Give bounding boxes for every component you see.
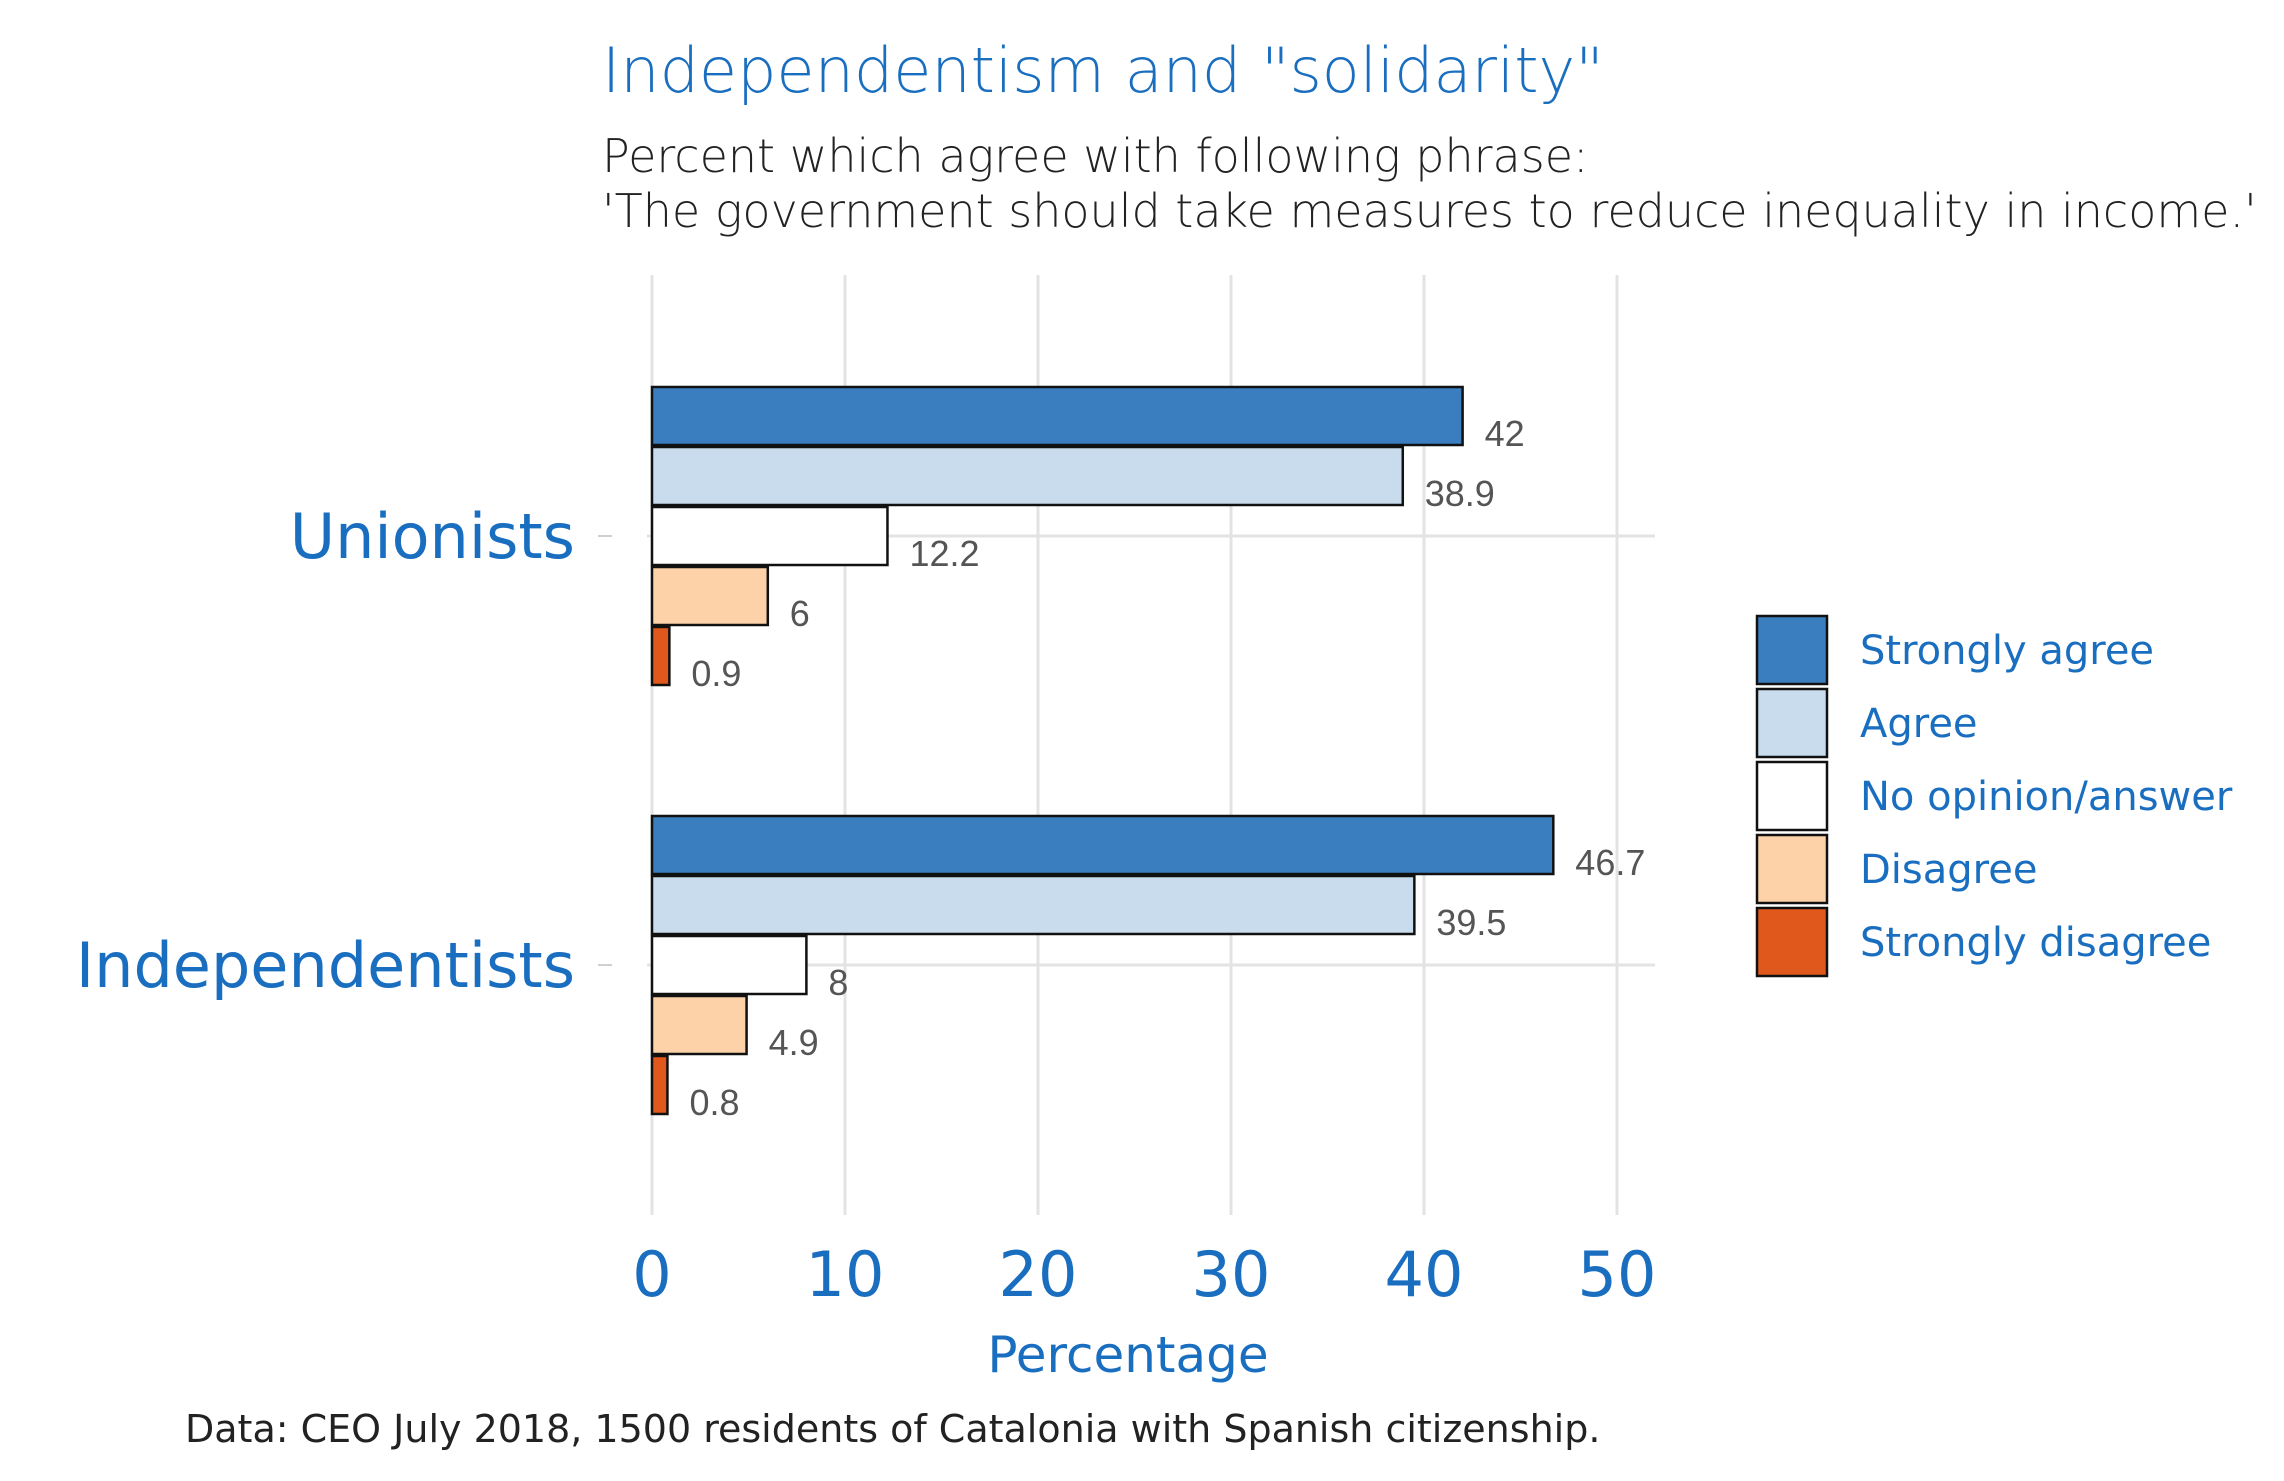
legend-label: Disagree [1860, 847, 2037, 893]
category-label: Independentists [76, 929, 575, 1002]
legend-swatch [1755, 614, 1829, 686]
x-tick-label: 40 [1385, 1238, 1464, 1311]
x-tick-label: 20 [999, 1238, 1078, 1311]
value-labels: 42 38.9 12.2 6 0.9 46.7 39.5 84.9 0.8 [689, 413, 1645, 1123]
chart-caption: Data: CEO July 2018, 1500 residents of C… [185, 1407, 1600, 1451]
data-label: 42 [1485, 413, 1525, 454]
legend: Strongly agree Agree No opinion/answer Disa… [1755, 614, 2233, 978]
bar [650, 445, 1405, 507]
bar [650, 814, 1555, 876]
chart-subtitle-line2: 'The government should take measures to … [602, 184, 2257, 238]
chart-subtitle-line1: Percent which agree with following phras… [602, 129, 1589, 183]
x-axis-title: Percentage [987, 1326, 1268, 1384]
bar [650, 994, 748, 1056]
x-tick-label: 50 [1578, 1238, 1657, 1311]
legend-swatch [1755, 760, 1829, 832]
legend-label: Strongly agree [1860, 628, 2154, 674]
data-label: 39.5 [1436, 902, 1506, 943]
data-label: 6 [790, 593, 810, 634]
data-label: 38.9 [1425, 473, 1495, 514]
bars [650, 385, 1555, 1116]
x-tick-label: 10 [806, 1238, 885, 1311]
data-label: 0.8 [689, 1082, 739, 1123]
data-label: 8 [828, 962, 848, 1003]
bar [650, 874, 1416, 936]
x-tick-labels: 0 10 20 30 40 50 [632, 1238, 1656, 1311]
bar [650, 565, 770, 627]
data-label: 12.2 [909, 533, 979, 574]
legend-label: Agree [1860, 701, 1978, 747]
legend-swatch [1755, 906, 1829, 978]
legend-label: Strongly disagree [1860, 920, 2211, 966]
bar [650, 1054, 669, 1116]
bar [650, 625, 671, 687]
data-label: 0.9 [691, 653, 741, 694]
chart-title: Independentism and "solidarity" [602, 34, 1604, 107]
x-tick-label: 0 [632, 1238, 671, 1311]
legend-swatch [1755, 687, 1829, 759]
x-tick-label: 30 [1192, 1238, 1271, 1311]
bar [650, 385, 1464, 447]
bar [650, 505, 889, 567]
bar [650, 934, 808, 996]
category-label: Unionists [290, 500, 575, 573]
legend-label: No opinion/answer [1860, 774, 2233, 820]
data-label: 4.9 [769, 1022, 819, 1063]
data-label: 46.7 [1575, 842, 1645, 883]
legend-swatch [1755, 833, 1829, 905]
category-labels: Unionists Independentists [76, 500, 575, 1002]
